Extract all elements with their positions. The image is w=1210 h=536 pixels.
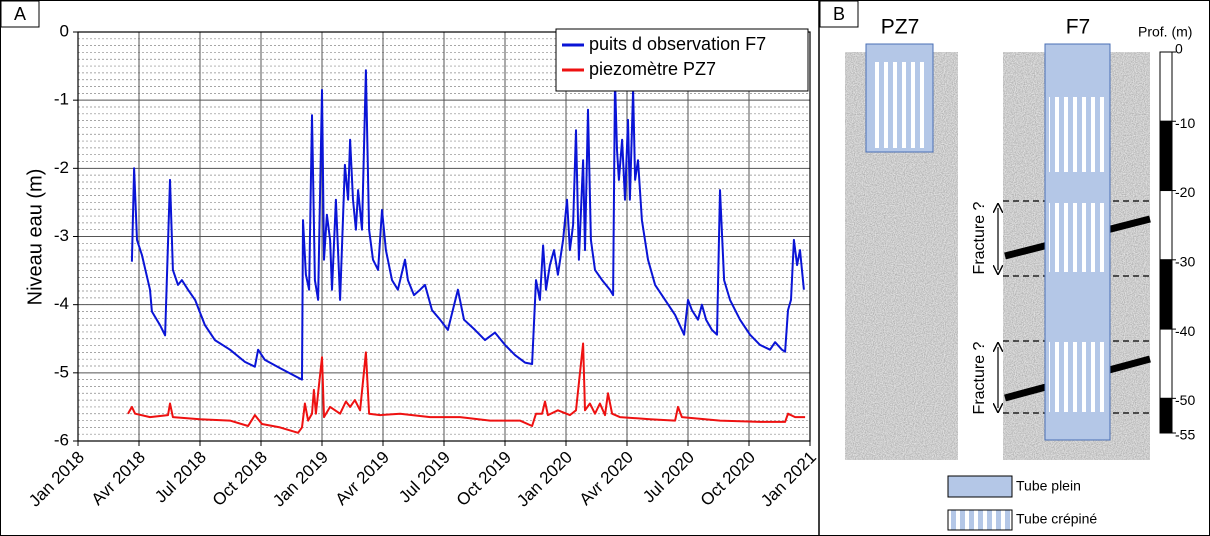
legend-label: puits d observation F7 [589, 34, 766, 54]
legend-swatch [947, 475, 1013, 498]
depth-tick-label: -20 [1175, 184, 1195, 200]
fracture-label: Fracture ? [971, 201, 988, 274]
series-line [130, 69, 805, 381]
depth-band [1159, 397, 1173, 434]
y-tick-label: -5 [54, 362, 69, 381]
x-tick-label: Oct 2018 [209, 448, 271, 510]
depth-tick-label: -55 [1175, 427, 1195, 443]
y-tick-label: -4 [54, 294, 69, 313]
well-title: F7 [1066, 16, 1091, 39]
panel-label: A [14, 4, 26, 24]
x-tick-label: Oct 2019 [453, 448, 515, 510]
screen-section [1049, 203, 1106, 272]
x-tick-label: Jul 2020 [639, 448, 698, 507]
screen-section [1049, 97, 1106, 172]
depth-tick-label: -40 [1175, 323, 1195, 339]
y-tick-label: -3 [54, 226, 69, 245]
panel-b: B PZ7 F7 Fracture ? Fracture ? Tube plei… [819, 0, 1195, 531]
fracture-label: Fracture ? [971, 341, 988, 414]
y-tick-label: -6 [54, 430, 69, 449]
x-tick-label: Jan 2020 [513, 448, 576, 511]
x-tick-label: Oct 2020 [697, 448, 759, 510]
plot-frame [77, 31, 811, 442]
x-tick-label: Avr 2020 [576, 448, 637, 509]
well-title: PZ7 [881, 16, 920, 39]
x-tick-label: Jul 2018 [151, 448, 210, 507]
legend-label: Tube plein [1016, 478, 1081, 494]
depth-band [1159, 259, 1173, 330]
depth-tick-label: 0 [1175, 41, 1183, 57]
depth-band [1159, 328, 1173, 399]
screen-section [1049, 342, 1106, 412]
legend-swatch [947, 509, 1013, 531]
y-tick-label: 0 [60, 21, 69, 40]
y-axis-label: Niveau eau (m) [24, 169, 46, 306]
depth-tick-label: -10 [1175, 115, 1195, 131]
depth-tick-label: -50 [1175, 392, 1195, 408]
legend-label: piezomètre PZ7 [589, 59, 716, 79]
depth-band [1159, 120, 1173, 192]
depth-band [1159, 51, 1173, 122]
panel-label-box [0, 0, 40, 28]
legend-box [555, 28, 809, 92]
x-tick-label: Avr 2019 [332, 448, 393, 509]
panel-label-box [819, 0, 859, 28]
depth-tick-label: -30 [1175, 254, 1195, 270]
panel-label: B [833, 4, 845, 24]
depth-scale-label: Prof. (m) [1138, 24, 1192, 40]
y-tick-label: -2 [54, 158, 69, 177]
legend-label: Tube crépiné [1016, 511, 1097, 527]
series-line [127, 342, 806, 434]
x-tick-label: Jan 2018 [25, 448, 88, 511]
x-tick-label: Jul 2019 [395, 448, 454, 507]
depth-band [1159, 190, 1173, 261]
y-tick-label: -1 [54, 90, 69, 109]
x-tick-label: Avr 2018 [88, 448, 149, 509]
x-tick-label: Jan 2021 [757, 448, 820, 511]
screen-section [870, 62, 929, 148]
x-tick-label: Jan 2019 [269, 448, 332, 511]
